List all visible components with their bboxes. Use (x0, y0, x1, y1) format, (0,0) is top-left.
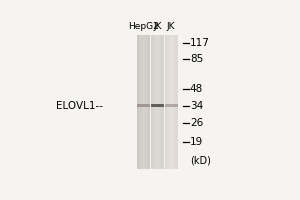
Bar (169, 35, 170, 169)
Bar (161, 35, 162, 169)
Bar (137, 35, 150, 169)
Bar (175, 35, 176, 169)
Bar (143, 35, 144, 169)
Bar (158, 35, 160, 169)
Text: HepG2: HepG2 (128, 22, 159, 31)
Bar (137, 35, 138, 169)
Bar (176, 35, 177, 169)
Bar (165, 35, 178, 169)
Text: (kD): (kD) (190, 155, 211, 165)
Bar (170, 35, 171, 169)
Bar (146, 35, 147, 169)
Bar (149, 35, 150, 169)
Bar (172, 35, 174, 169)
Bar (151, 104, 164, 107)
Bar (162, 35, 163, 169)
Bar (139, 35, 140, 169)
Bar (155, 35, 156, 169)
Bar (140, 35, 141, 169)
Bar (171, 35, 172, 169)
Bar (148, 35, 149, 169)
Bar (147, 35, 148, 169)
Bar (144, 35, 145, 169)
Text: 19: 19 (190, 137, 203, 147)
Bar (159, 35, 160, 169)
Text: 26: 26 (190, 118, 203, 128)
Bar (163, 35, 164, 169)
Bar (137, 104, 150, 107)
Bar (152, 35, 153, 169)
Bar (158, 35, 159, 169)
Bar (152, 35, 154, 169)
Text: JK: JK (167, 22, 176, 31)
Bar (138, 35, 139, 169)
Bar (151, 35, 152, 169)
Text: 34: 34 (190, 101, 203, 111)
Bar (165, 35, 166, 169)
Bar (145, 35, 146, 169)
Bar (157, 35, 158, 169)
Text: 48: 48 (190, 84, 203, 94)
Bar (174, 35, 175, 169)
Text: 85: 85 (190, 54, 203, 64)
Bar (168, 35, 169, 169)
Bar (151, 35, 164, 169)
Bar (172, 35, 173, 169)
Text: JK: JK (153, 22, 161, 31)
Text: ELOVL1--: ELOVL1-- (56, 101, 103, 111)
Bar (154, 35, 155, 169)
Bar (166, 35, 167, 169)
Bar (160, 35, 161, 169)
Bar (167, 35, 168, 169)
Bar (167, 35, 168, 169)
Bar (173, 35, 174, 169)
Bar (177, 35, 178, 169)
Bar (141, 35, 142, 169)
Bar (153, 35, 154, 169)
Bar (142, 35, 143, 169)
Bar (165, 104, 178, 107)
Text: 117: 117 (190, 38, 210, 48)
Bar (156, 35, 157, 169)
